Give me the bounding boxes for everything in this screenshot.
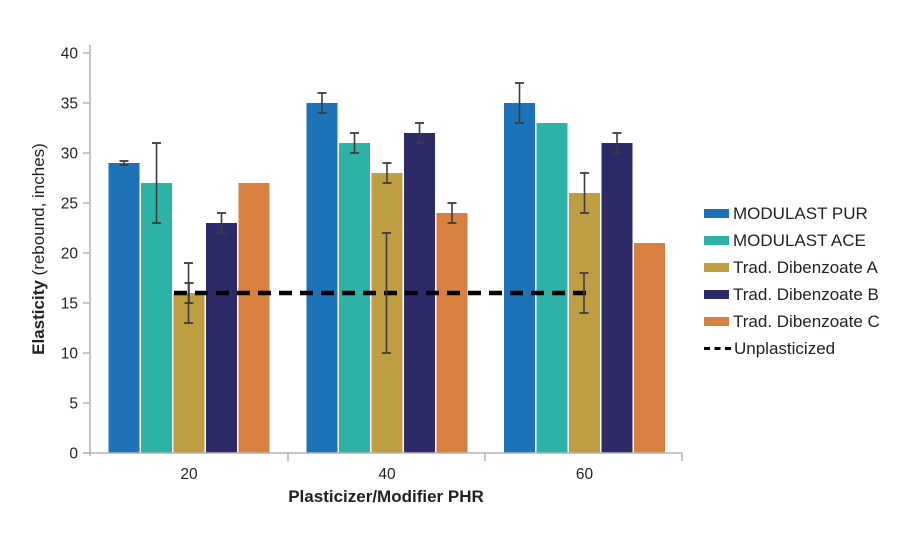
y-tick-label: 10 xyxy=(61,346,79,363)
legend-label: Trad. Dibenzoate A xyxy=(733,257,878,277)
y-axis-title-bold: Elasticity xyxy=(29,280,48,355)
bar-1-group-40 xyxy=(306,103,338,453)
y-tick-label: 40 xyxy=(61,46,79,63)
legend-label: Unplasticized xyxy=(734,338,836,358)
legend-label: Trad. Dibenzoate B xyxy=(733,284,879,304)
y-tick-label: 30 xyxy=(61,146,79,163)
bar-1-group-60 xyxy=(504,103,535,453)
bar-5-group-40 xyxy=(436,213,468,453)
y-tick-label: 25 xyxy=(61,196,78,213)
legend-swatch xyxy=(704,317,729,326)
legend: MODULAST PUR MODULAST ACE Trad. Dibenzoa… xyxy=(704,200,880,362)
y-tick-label: 15 xyxy=(61,296,78,313)
legend-label: MODULAST PUR xyxy=(733,203,868,223)
bar-4-group-60 xyxy=(601,143,633,453)
y-tick-label: 0 xyxy=(69,446,78,463)
x-tick-label: 40 xyxy=(378,466,396,483)
legend-swatch xyxy=(704,263,729,272)
legend-swatch xyxy=(704,209,729,218)
dashed-line-swatch xyxy=(704,347,731,350)
legend-label: MODULAST ACE xyxy=(733,230,866,250)
bar-4-group-20 xyxy=(206,223,237,453)
bar-5-group-60 xyxy=(634,243,665,453)
x-tick-label: 20 xyxy=(180,466,198,483)
x-axis-title: Plasticizer/Modifier PHR xyxy=(288,487,484,506)
legend-item: Trad. Dibenzoate C xyxy=(704,308,880,335)
legend-label: Trad. Dibenzoate C xyxy=(733,311,880,331)
legend-item: MODULAST ACE xyxy=(704,227,880,254)
legend-swatch xyxy=(704,236,729,245)
bar-2-group-40 xyxy=(339,143,370,453)
bar-2-group-20 xyxy=(141,183,172,453)
legend-item: Unplasticized xyxy=(704,335,880,362)
bar-3-group-60 xyxy=(569,193,600,453)
legend-item: Trad. Dibenzoate A xyxy=(704,254,880,281)
bar-2-group-60 xyxy=(536,123,568,453)
legend-swatch xyxy=(704,290,729,299)
legend-item: Trad. Dibenzoate B xyxy=(704,281,880,308)
y-axis-title-rest: (rebound, inches) xyxy=(29,143,48,281)
y-tick-label: 5 xyxy=(69,396,78,413)
legend-item: MODULAST PUR xyxy=(704,200,880,227)
y-tick-label: 20 xyxy=(61,246,79,263)
y-tick-label: 35 xyxy=(61,96,78,113)
bar-1-group-20 xyxy=(108,163,140,453)
y-axis-title: Elasticity (rebound, inches) xyxy=(29,104,49,394)
x-tick-label: 60 xyxy=(576,466,594,483)
bar-5-group-20 xyxy=(238,183,270,453)
